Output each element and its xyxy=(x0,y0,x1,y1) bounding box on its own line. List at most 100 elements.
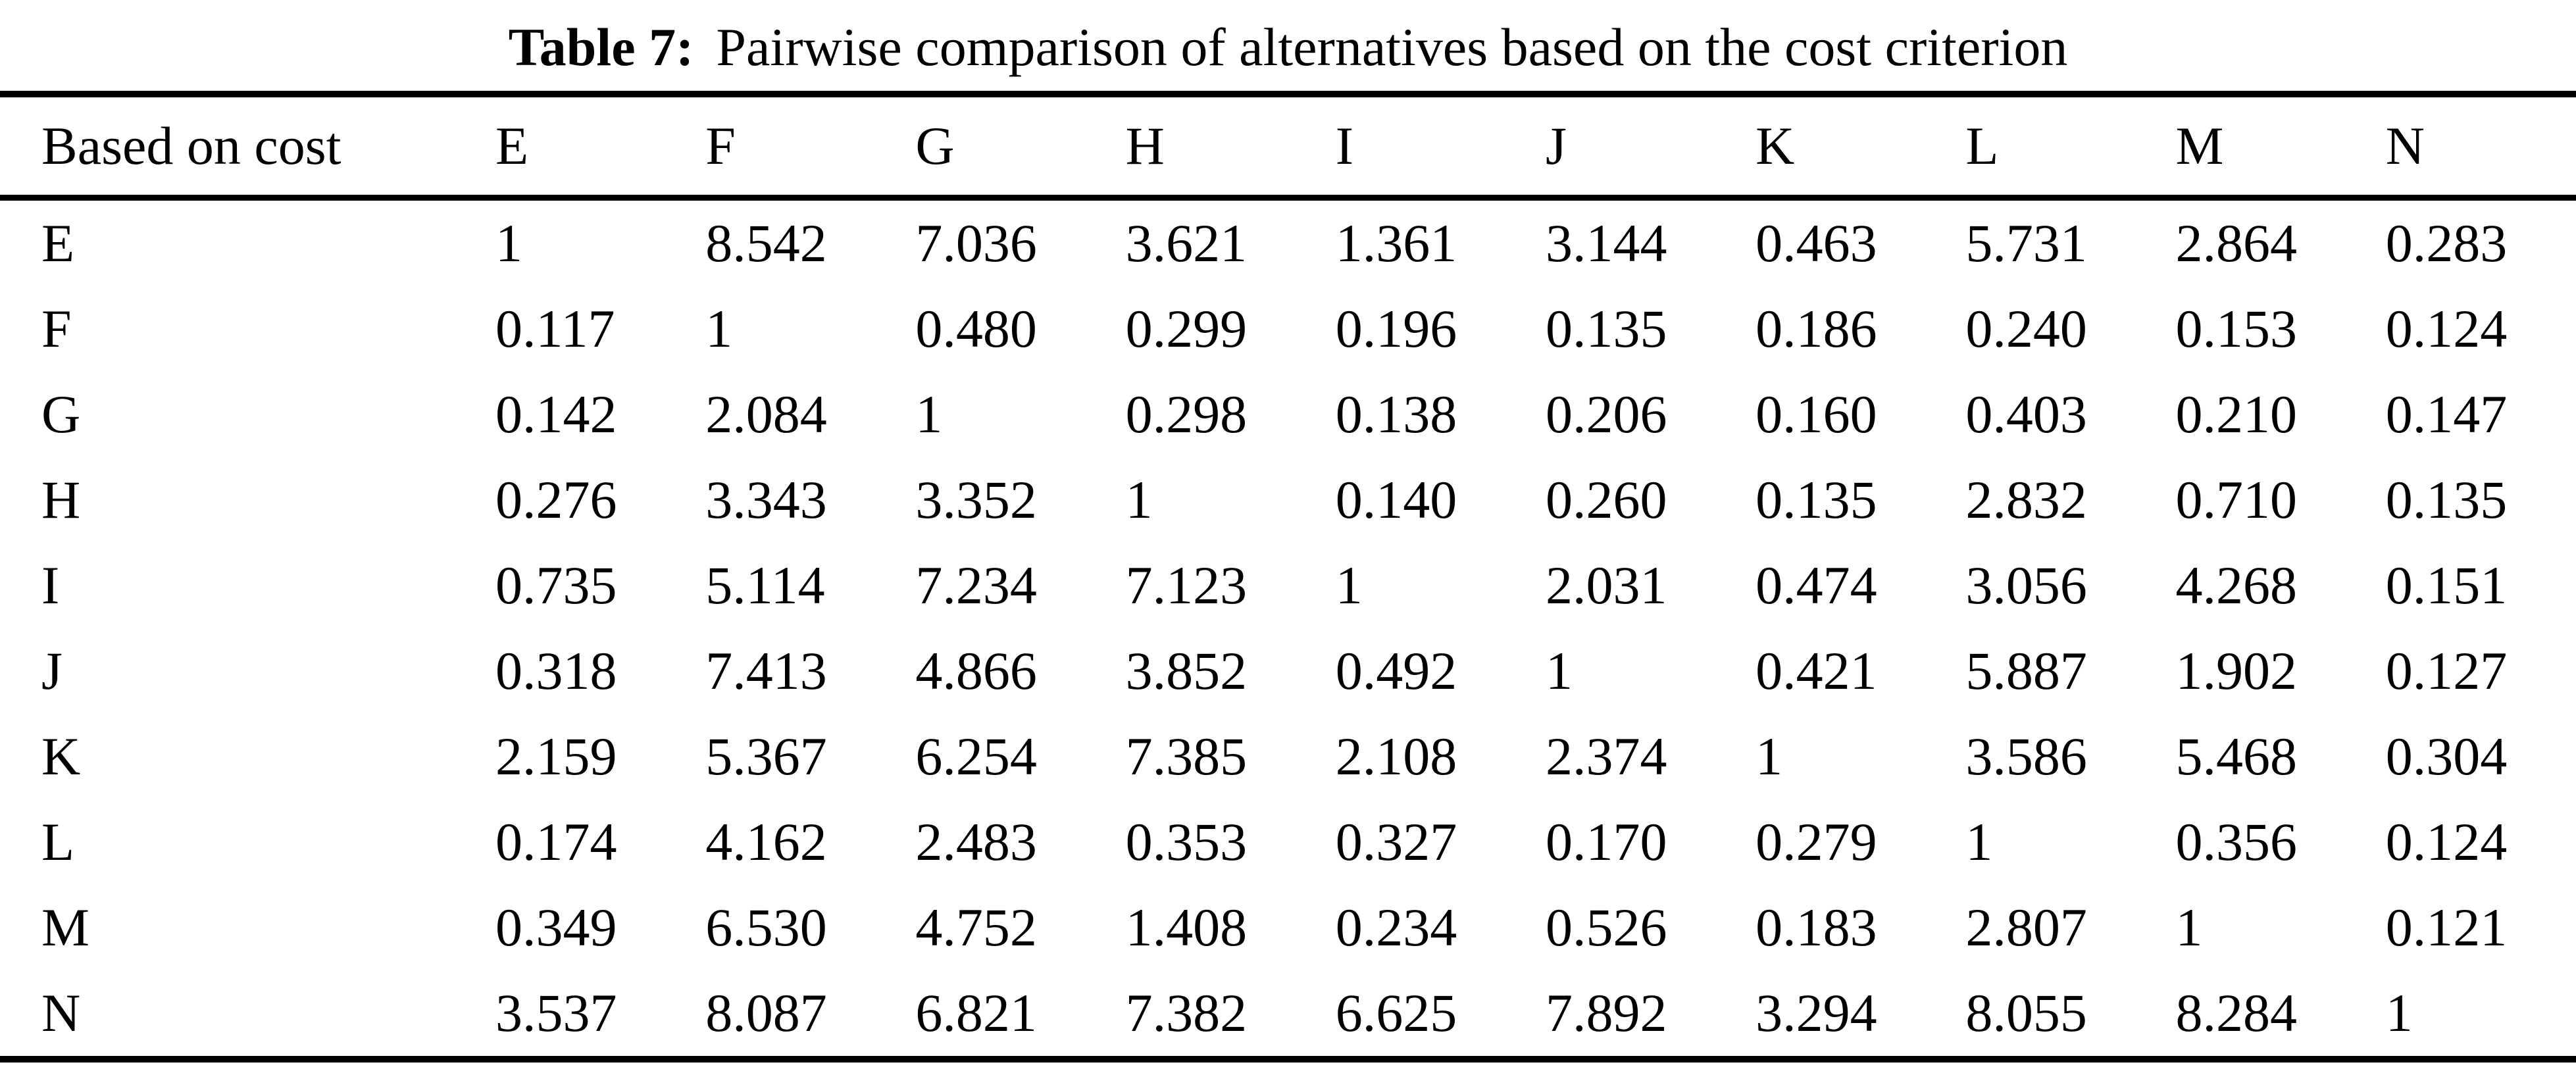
value-cell: 2.807 xyxy=(1965,897,2087,957)
value-cell: 7.892 xyxy=(1545,983,1667,1043)
value-cell: 0.260 xyxy=(1545,470,1667,530)
value-cell: 2.108 xyxy=(1335,726,1457,786)
value-cell: 0.403 xyxy=(1965,384,2087,444)
value-cell: 1 xyxy=(1335,555,1363,615)
value-cell: 7.036 xyxy=(915,213,1037,273)
value-cell: 7.413 xyxy=(705,641,827,701)
table-body: E 1 8.542 7.036 3.621 1.361 3.144 0.463 5.731 2.8… xyxy=(0,198,2576,1059)
value-cell: 2.031 xyxy=(1545,555,1667,615)
table-caption-text: Pairwise comparison of alternatives base… xyxy=(716,17,2068,77)
value-cell: 0.127 xyxy=(2385,641,2508,701)
header-cell-E: E xyxy=(495,116,529,176)
row-label-cell: H xyxy=(41,470,81,530)
value-cell: 3.144 xyxy=(1545,213,1667,273)
table-caption: Table 7: Pairwise comparison of alternati… xyxy=(0,0,2576,87)
value-cell: 0.151 xyxy=(2385,555,2508,615)
value-cell: 0.474 xyxy=(1755,555,1877,615)
value-cell: 0.240 xyxy=(1965,299,2087,359)
row-label-cell: E xyxy=(41,213,75,273)
value-cell: 0.135 xyxy=(1545,299,1667,359)
value-cell: 5.731 xyxy=(1965,213,2087,273)
row-label-cell: N xyxy=(41,983,81,1043)
value-cell: 0.135 xyxy=(1755,470,1877,530)
value-cell: 0.421 xyxy=(1755,641,1877,701)
value-cell: 3.537 xyxy=(495,983,617,1043)
value-cell: 7.234 xyxy=(915,555,1037,615)
value-cell: 0.138 xyxy=(1335,384,1457,444)
header-cell-J: J xyxy=(1545,116,1567,176)
value-cell: 2.374 xyxy=(1545,726,1667,786)
value-cell: 0.160 xyxy=(1755,384,1877,444)
header-cell-M: M xyxy=(2175,116,2224,176)
value-cell: 1.902 xyxy=(2175,641,2298,701)
row-label-cell: F xyxy=(41,299,72,359)
value-cell: 3.343 xyxy=(705,470,827,530)
table-row: H 0.276 3.343 3.352 1 0.140 0.260 0.135 2.832 0.7… xyxy=(0,457,2576,543)
value-cell: 3.621 xyxy=(1125,213,1248,273)
table-row: J 0.318 7.413 4.866 3.852 0.492 1 0.421 5.887 1.9… xyxy=(0,628,2576,714)
table-row: E 1 8.542 7.036 3.621 1.361 3.144 0.463 5.731 2.8… xyxy=(0,198,2576,287)
value-cell: 3.352 xyxy=(915,470,1037,530)
value-cell: 0.147 xyxy=(2385,384,2508,444)
value-cell: 0.279 xyxy=(1755,812,1877,872)
value-cell: 1 xyxy=(1545,641,1573,701)
value-cell: 1 xyxy=(915,384,943,444)
table-head: Based on cost E F G H I J K L M N xyxy=(0,94,2576,198)
value-cell: 0.170 xyxy=(1545,812,1667,872)
value-cell: 0.526 xyxy=(1545,897,1667,957)
header-cell-I: I xyxy=(1335,116,1354,176)
row-label-cell: J xyxy=(41,641,63,701)
value-cell: 0.276 xyxy=(495,470,617,530)
value-cell: 2.084 xyxy=(705,384,827,444)
header-cell-H: H xyxy=(1125,116,1165,176)
value-cell: 5.367 xyxy=(705,726,827,786)
value-cell: 0.735 xyxy=(495,555,617,615)
value-cell: 0.117 xyxy=(495,299,615,359)
value-cell: 0.349 xyxy=(495,897,617,957)
value-cell: 2.864 xyxy=(2175,213,2298,273)
value-cell: 2.832 xyxy=(1965,470,2087,530)
value-cell: 6.625 xyxy=(1335,983,1457,1043)
table-row: M 0.349 6.530 4.752 1.408 0.234 0.526 0.183 2.80… xyxy=(0,885,2576,970)
value-cell: 0.327 xyxy=(1335,812,1457,872)
value-cell: 8.284 xyxy=(2175,983,2298,1043)
value-cell: 1 xyxy=(1125,470,1153,530)
table-row: K 2.159 5.367 6.254 7.385 2.108 2.374 1 3.586 5.4… xyxy=(0,714,2576,799)
row-label-cell: I xyxy=(41,555,60,615)
row-label-cell: M xyxy=(41,897,89,957)
header-cell-F: F xyxy=(705,116,736,176)
value-cell: 5.468 xyxy=(2175,726,2298,786)
value-cell: 1 xyxy=(495,213,522,273)
value-cell: 7.123 xyxy=(1125,555,1248,615)
value-cell: 1.361 xyxy=(1335,213,1457,273)
value-cell: 8.055 xyxy=(1965,983,2087,1043)
value-cell: 6.821 xyxy=(915,983,1037,1043)
value-cell: 0.353 xyxy=(1125,812,1248,872)
header-cell-L: L xyxy=(1965,116,1999,176)
value-cell: 4.162 xyxy=(705,812,827,872)
value-cell: 7.385 xyxy=(1125,726,1248,786)
value-cell: 5.887 xyxy=(1965,641,2087,701)
value-cell: 0.140 xyxy=(1335,470,1457,530)
table-row: G 0.142 2.084 1 0.298 0.138 0.206 0.160 0.403 0.2… xyxy=(0,372,2576,457)
value-cell: 0.710 xyxy=(2175,470,2298,530)
value-cell: 0.210 xyxy=(2175,384,2298,444)
value-cell: 8.087 xyxy=(705,983,827,1043)
table-header-row: Based on cost E F G H I J K L M N xyxy=(0,94,2576,198)
value-cell: 0.356 xyxy=(2175,812,2298,872)
value-cell: 0.480 xyxy=(915,299,1037,359)
pairwise-comparison-table: Based on cost E F G H I J K L M N E 1 8.542 7.036 3.62… xyxy=(0,91,2576,1062)
value-cell: 0.186 xyxy=(1755,299,1877,359)
table-row: F 0.117 1 0.480 0.299 0.196 0.135 0.186 0.240 0.1… xyxy=(0,286,2576,372)
value-cell: 0.196 xyxy=(1335,299,1457,359)
value-cell: 1 xyxy=(705,299,733,359)
value-cell: 0.135 xyxy=(2385,470,2508,530)
table-row: I 0.735 5.114 7.234 7.123 1 2.031 0.474 3.056 4.2… xyxy=(0,543,2576,628)
value-cell: 3.852 xyxy=(1125,641,1248,701)
value-cell: 0.463 xyxy=(1755,213,1877,273)
value-cell: 3.294 xyxy=(1755,983,1877,1043)
header-cell-N: N xyxy=(2385,116,2425,176)
table-caption-label: Table 7: xyxy=(508,17,694,77)
value-cell: 6.530 xyxy=(705,897,827,957)
